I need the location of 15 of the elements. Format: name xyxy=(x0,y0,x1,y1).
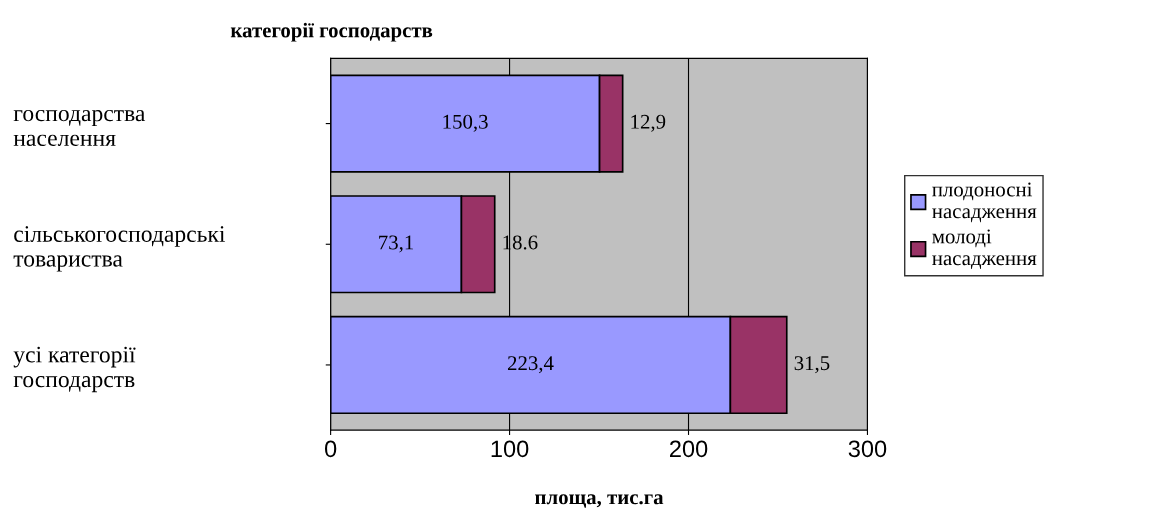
x-tick-label: 100 xyxy=(491,440,529,458)
data-label: 31,5 xyxy=(794,356,830,374)
y-tick-label: господарства населення xyxy=(13,109,146,146)
y-tick-label: усі категорії господарств xyxy=(13,346,136,393)
chart-title: категорії господарств xyxy=(230,22,433,42)
x-tick-label: 0 xyxy=(324,440,337,458)
x-tick-label: 300 xyxy=(848,440,887,458)
data-label: 12,9 xyxy=(631,114,666,132)
data-label: 150,3 xyxy=(443,114,488,132)
x-tick-label: 200 xyxy=(670,440,708,458)
y-tick-label: сільськогосподарські товариства xyxy=(13,226,226,272)
data-label: 73,1 xyxy=(379,235,414,253)
data-label: 223,4 xyxy=(507,356,554,374)
legend-label: молоді насадження xyxy=(932,229,1037,270)
x-axis-title: площа, тис.га xyxy=(535,494,664,508)
